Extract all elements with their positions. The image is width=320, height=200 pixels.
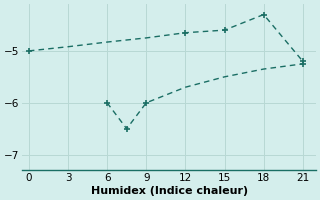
X-axis label: Humidex (Indice chaleur): Humidex (Indice chaleur) xyxy=(91,186,248,196)
